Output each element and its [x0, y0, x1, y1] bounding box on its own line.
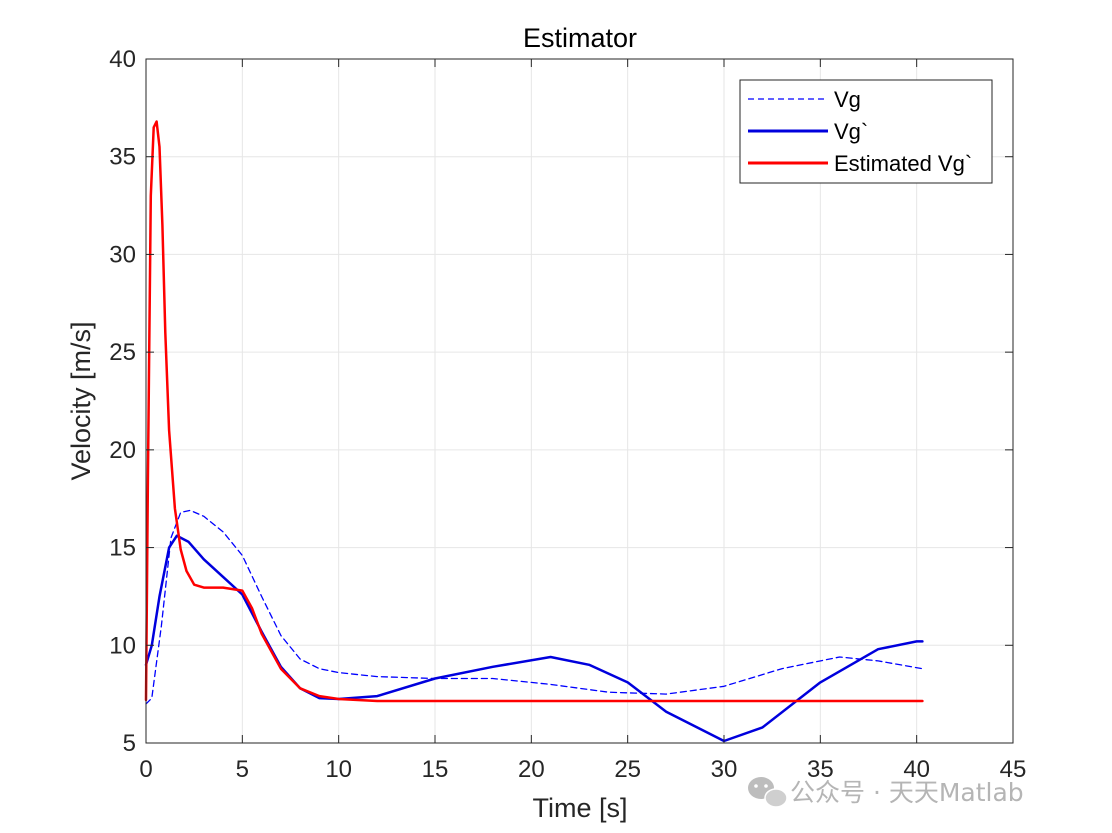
y-tick-label: 15: [109, 535, 136, 562]
legend-label-estimated-vg-prime: Estimated Vg`: [834, 151, 972, 176]
x-axis-label: Time [s]: [532, 793, 627, 823]
y-tick-label: 35: [109, 144, 136, 171]
watermark: 公众号 · 天天Matlab: [748, 777, 1024, 808]
axes-box: [145, 58, 1014, 744]
y-axis-label: Velocity [m/s]: [66, 321, 96, 480]
x-tick-label: 0: [139, 756, 152, 783]
x-tick-label: 10: [325, 756, 352, 783]
chart-title: Estimator: [523, 23, 637, 53]
x-axis: 0 5 10 15 20 25 30 35 40 45: [139, 59, 1026, 783]
x-tick-label: 45: [1000, 756, 1027, 783]
y-tick-label: 25: [109, 339, 136, 366]
x-tick-label: 30: [711, 756, 738, 783]
x-tick-label: 25: [614, 756, 641, 783]
series-line-vg: [145, 509, 924, 705]
y-tick-label: 40: [109, 46, 136, 73]
series-line-estimated-vg-prime: [144, 120, 924, 703]
wechat-icon: [748, 777, 788, 808]
x-tick-label: 20: [518, 756, 545, 783]
watermark-text: 公众号 · 天天Matlab: [790, 778, 1024, 807]
y-tick-label: 5: [123, 730, 136, 757]
grid: [146, 59, 1013, 743]
x-tick-label: 35: [807, 756, 834, 783]
y-tick-label: 20: [109, 437, 136, 464]
x-tick-label: 15: [422, 756, 449, 783]
y-axis: 5 10 15 20 25 30 35 40: [109, 46, 1013, 757]
legend-label-vg: Vg: [834, 87, 861, 112]
x-tick-label: 40: [903, 756, 930, 783]
legend: Vg Vg` Estimated Vg`: [739, 79, 993, 184]
x-tick-label: 5: [236, 756, 249, 783]
y-tick-label: 10: [109, 632, 136, 659]
y-tick-label: 30: [109, 241, 136, 268]
legend-label-vg-prime: Vg`: [834, 119, 868, 144]
series-layer: [144, 120, 924, 743]
